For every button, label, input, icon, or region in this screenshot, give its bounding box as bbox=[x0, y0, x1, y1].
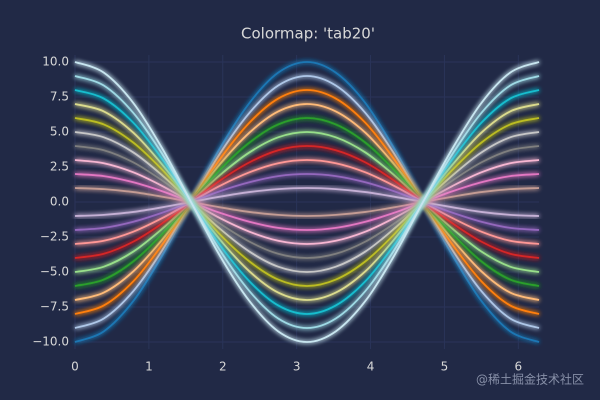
series-line bbox=[74, 117, 540, 287]
series-line bbox=[74, 75, 540, 329]
x-tick-label: 3 bbox=[293, 360, 301, 374]
y-tick-label: −10.0 bbox=[32, 335, 69, 349]
y-tick-label: −2.5 bbox=[40, 230, 69, 244]
series-line bbox=[74, 89, 540, 315]
y-tick-label: −7.5 bbox=[40, 300, 69, 314]
series-line bbox=[74, 61, 540, 343]
y-tick-label: 2.5 bbox=[50, 160, 69, 174]
series-line bbox=[74, 173, 540, 231]
series-line bbox=[74, 187, 540, 217]
series-line bbox=[74, 131, 540, 273]
series-line bbox=[74, 75, 540, 329]
series-line bbox=[74, 131, 540, 273]
y-tick-label: 0.0 bbox=[50, 195, 69, 209]
y-tick-label: 7.5 bbox=[50, 90, 69, 104]
x-tick-label: 2 bbox=[219, 360, 227, 374]
series-line bbox=[74, 89, 540, 315]
series-line bbox=[74, 187, 540, 217]
series-line bbox=[74, 117, 540, 287]
x-tick-label: 0 bbox=[71, 360, 79, 374]
x-tick-label: 6 bbox=[514, 360, 522, 374]
series-line bbox=[74, 173, 540, 231]
series-line bbox=[74, 145, 540, 259]
series-line bbox=[74, 159, 540, 245]
x-tick-label: 1 bbox=[145, 360, 153, 374]
series-line bbox=[74, 145, 540, 259]
series-line bbox=[74, 159, 540, 245]
series-line bbox=[74, 61, 540, 343]
x-tick-label: 5 bbox=[441, 360, 449, 374]
y-tick-label: 10.0 bbox=[42, 55, 69, 69]
watermark: @稀土掘金技术社区 bbox=[476, 372, 584, 387]
chart-title: Colormap: 'tab20' bbox=[241, 25, 375, 43]
x-tick-label: 4 bbox=[367, 360, 375, 374]
series-line bbox=[74, 103, 540, 301]
y-tick-label: 5.0 bbox=[50, 125, 69, 139]
y-tick-label: −5.0 bbox=[40, 265, 69, 279]
series-line bbox=[74, 103, 540, 301]
